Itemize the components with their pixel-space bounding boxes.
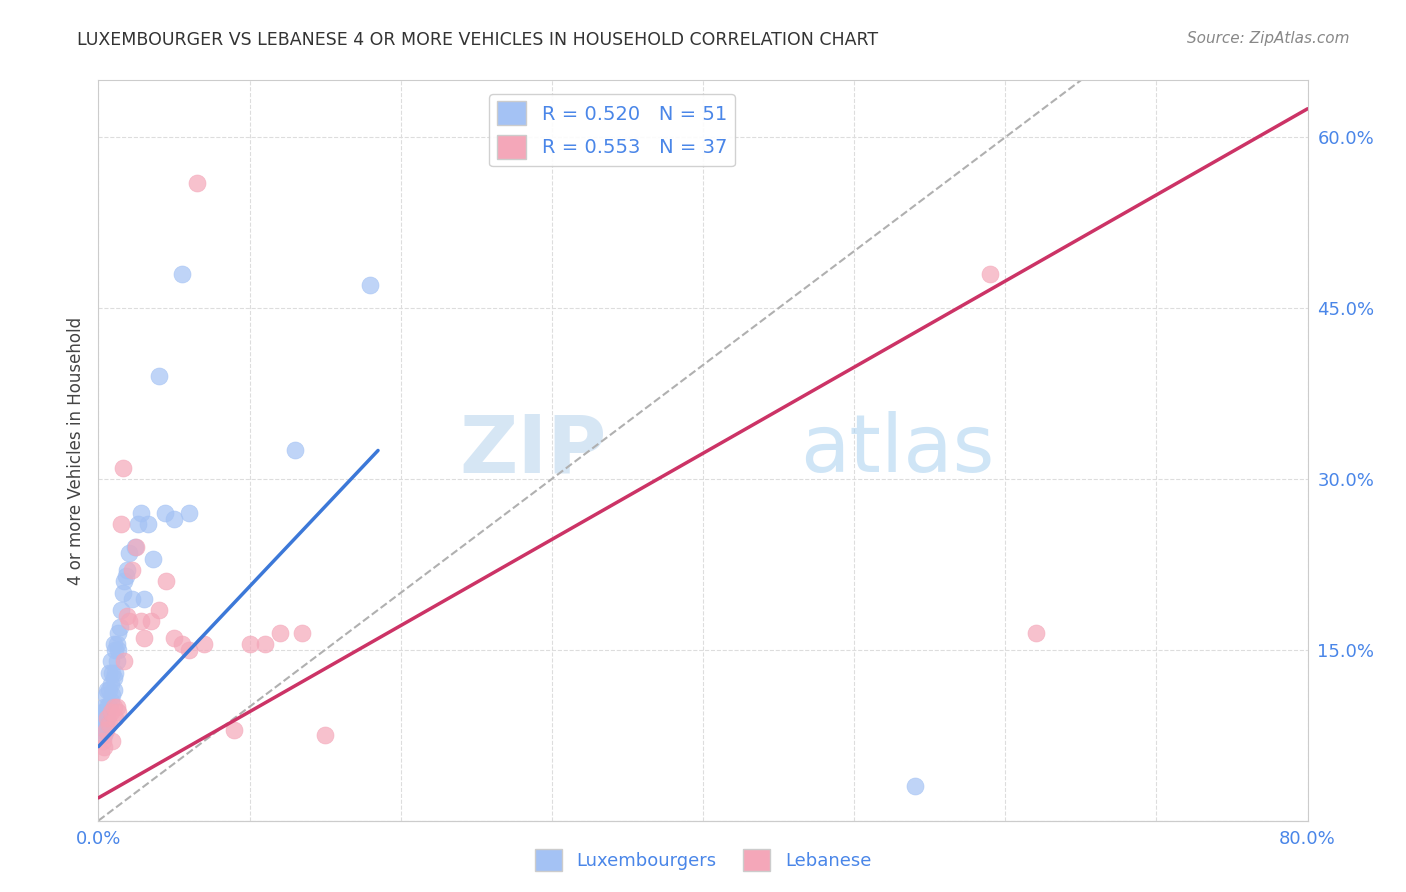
Point bbox=[118, 546, 141, 560]
Point bbox=[153, 506, 176, 520]
Point bbox=[111, 586, 134, 600]
Point bbox=[170, 267, 193, 281]
Point bbox=[103, 671, 125, 685]
Point bbox=[100, 706, 122, 720]
Point bbox=[121, 563, 143, 577]
Point bbox=[360, 278, 382, 293]
Point bbox=[170, 637, 193, 651]
Point bbox=[101, 734, 124, 748]
Legend: Luxembourgers, Lebanese: Luxembourgers, Lebanese bbox=[527, 842, 879, 879]
Point bbox=[90, 723, 112, 737]
Point bbox=[148, 603, 170, 617]
Text: LUXEMBOURGER VS LEBANESE 4 OR MORE VEHICLES IN HOUSEHOLD CORRELATION CHART: LUXEMBOURGER VS LEBANESE 4 OR MORE VEHIC… bbox=[77, 31, 879, 49]
Point bbox=[179, 506, 201, 520]
Point bbox=[98, 699, 121, 714]
Point bbox=[193, 637, 215, 651]
Point bbox=[284, 443, 307, 458]
Point bbox=[98, 682, 121, 697]
Point bbox=[163, 512, 186, 526]
Point bbox=[103, 682, 125, 697]
Point bbox=[96, 711, 118, 725]
Y-axis label: 4 or more Vehicles in Household: 4 or more Vehicles in Household bbox=[66, 317, 84, 584]
Point bbox=[104, 642, 127, 657]
Point bbox=[112, 654, 135, 668]
Point bbox=[101, 665, 124, 680]
Point bbox=[103, 637, 125, 651]
Point bbox=[314, 728, 336, 742]
Point bbox=[163, 632, 186, 646]
Point bbox=[93, 728, 115, 742]
Point bbox=[118, 615, 141, 629]
Point bbox=[96, 699, 118, 714]
Point bbox=[101, 689, 124, 703]
Point bbox=[129, 615, 152, 629]
Point bbox=[239, 637, 262, 651]
Point bbox=[94, 706, 117, 720]
Point bbox=[269, 625, 291, 640]
Point bbox=[224, 723, 246, 737]
Text: ZIP: ZIP bbox=[458, 411, 606, 490]
Point bbox=[105, 699, 128, 714]
Point bbox=[125, 541, 148, 555]
Point bbox=[94, 689, 117, 703]
Point bbox=[127, 517, 149, 532]
Point bbox=[979, 267, 1001, 281]
Point bbox=[91, 716, 114, 731]
Point bbox=[129, 506, 152, 520]
Point bbox=[115, 563, 138, 577]
Point bbox=[96, 682, 118, 697]
Point bbox=[110, 603, 132, 617]
Point bbox=[104, 711, 127, 725]
Point bbox=[108, 620, 131, 634]
Point bbox=[107, 706, 129, 720]
Point bbox=[103, 699, 125, 714]
Point bbox=[1024, 625, 1046, 640]
Point bbox=[100, 694, 122, 708]
Point bbox=[132, 591, 155, 606]
Point bbox=[105, 637, 128, 651]
Point bbox=[291, 625, 314, 640]
Point bbox=[93, 739, 115, 754]
Point bbox=[148, 369, 170, 384]
Point bbox=[112, 574, 135, 589]
Point bbox=[98, 665, 121, 680]
Point bbox=[104, 665, 127, 680]
Point bbox=[110, 517, 132, 532]
Point bbox=[93, 699, 115, 714]
Text: atlas: atlas bbox=[800, 411, 994, 490]
Legend: R = 0.520   N = 51, R = 0.553   N = 37: R = 0.520 N = 51, R = 0.553 N = 37 bbox=[489, 94, 735, 167]
Point bbox=[90, 745, 112, 759]
Point bbox=[96, 711, 118, 725]
Point bbox=[121, 591, 143, 606]
Point bbox=[91, 734, 114, 748]
Point bbox=[904, 780, 927, 794]
Point bbox=[136, 517, 159, 532]
Point bbox=[115, 608, 138, 623]
Text: Source: ZipAtlas.com: Source: ZipAtlas.com bbox=[1187, 31, 1350, 46]
Point bbox=[124, 541, 146, 555]
Point bbox=[155, 574, 177, 589]
Point bbox=[93, 711, 115, 725]
Point bbox=[111, 460, 134, 475]
Point bbox=[142, 551, 165, 566]
Point bbox=[94, 723, 117, 737]
Point bbox=[105, 654, 128, 668]
Point bbox=[100, 654, 122, 668]
Point bbox=[107, 625, 129, 640]
Point bbox=[98, 716, 121, 731]
Point bbox=[186, 176, 208, 190]
Point bbox=[94, 716, 117, 731]
Point bbox=[141, 615, 163, 629]
Point bbox=[100, 677, 122, 691]
Point bbox=[179, 642, 201, 657]
Point bbox=[253, 637, 276, 651]
Point bbox=[91, 706, 114, 720]
Point bbox=[114, 568, 136, 582]
Point bbox=[107, 642, 129, 657]
Point bbox=[132, 632, 155, 646]
